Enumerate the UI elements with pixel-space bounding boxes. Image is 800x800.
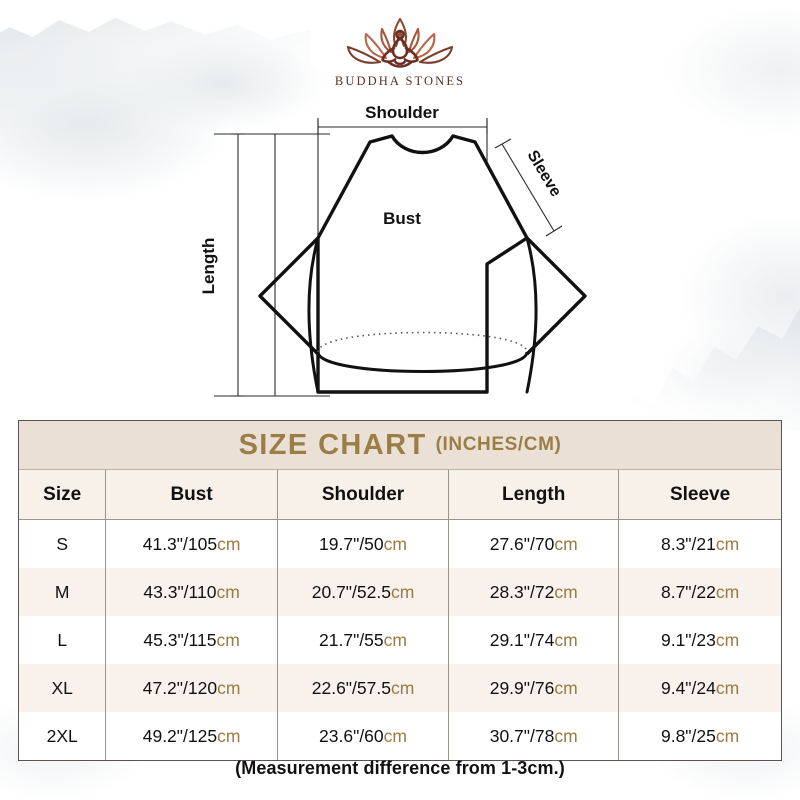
unit-cm: cm <box>554 629 578 650</box>
column-header-shoulder: Shoulder <box>277 470 450 520</box>
cell-sleeve: 8.3"/21cm <box>618 519 781 568</box>
cell-bust: 49.2"/125cm <box>105 712 278 760</box>
table-row: M 43.3"/110cm 20.7"/52.5cm 28.3"/72cm 8.… <box>19 568 781 616</box>
value-inches: 29.9"/76 <box>489 677 555 698</box>
value-inches: 8.7"/22 <box>660 581 716 602</box>
cell-length: 29.9"/76cm <box>448 664 620 712</box>
cell-bust: 45.3"/115cm <box>105 616 278 664</box>
table-row: S 41.3"/105cm 19.7"/50cm 27.6"/70cm 8.3"… <box>19 519 781 568</box>
unit-cm: cm <box>383 725 407 746</box>
cell-length: 29.1"/74cm <box>448 616 620 664</box>
column-header-length: Length <box>448 470 620 520</box>
value-inches: 21.7"/55 <box>319 629 384 650</box>
cell-sleeve: 9.1"/23cm <box>618 616 781 664</box>
cell-length: 30.7"/78cm <box>448 712 620 760</box>
unit-cm: cm <box>554 533 578 554</box>
value-inches: 9.8"/25 <box>660 725 716 746</box>
diagram-label-length: Length <box>199 238 218 295</box>
cell-size: L <box>19 616 107 664</box>
unit-cm: cm <box>216 581 240 602</box>
cell-shoulder: 19.7"/50cm <box>277 519 450 568</box>
unit-cm: cm <box>715 581 740 602</box>
unit-cm: cm <box>217 533 241 554</box>
value-inches: 27.6"/70 <box>489 533 555 554</box>
table-row: L 45.3"/115cm 21.7"/55cm 29.1"/74cm 9.1"… <box>19 616 781 664</box>
cell-bust: 43.3"/110cm <box>105 568 278 616</box>
cell-sleeve: 9.4"/24cm <box>618 664 781 712</box>
table-header-row: Size Bust Shoulder Length Sleeve <box>19 470 781 520</box>
unit-cm: cm <box>715 725 740 746</box>
value-inches: 30.7"/78 <box>489 725 555 746</box>
unit-cm: cm <box>715 533 740 554</box>
cell-shoulder: 22.6"/57.5cm <box>277 664 450 712</box>
diagram-label-sleeve: Sleeve <box>524 148 565 200</box>
unit-cm: cm <box>390 581 415 602</box>
column-header-size: Size <box>19 470 107 520</box>
unit-cm: cm <box>383 629 407 650</box>
cell-bust: 41.3"/105cm <box>105 519 278 568</box>
cell-length: 27.6"/70cm <box>448 519 620 568</box>
value-inches: 28.3"/72 <box>489 581 555 602</box>
cell-size: M <box>19 568 107 616</box>
cell-size: 2XL <box>19 712 107 760</box>
value-inches: 41.3"/105 <box>142 533 218 554</box>
brand-logo: BUDDHA STONES <box>0 12 800 89</box>
value-inches: 49.2"/125 <box>142 725 218 746</box>
measurement-footnote: (Measurement difference from 1-3cm.) <box>235 758 565 778</box>
value-inches: 22.6"/57.5 <box>311 677 391 698</box>
collar-curve <box>390 134 455 154</box>
table-row: 2XL 49.2"/125cm 23.6"/60cm 30.7"/78cm 9.… <box>19 712 781 760</box>
value-inches: 29.1"/74 <box>489 629 555 650</box>
cell-bust: 47.2"/120cm <box>105 664 278 712</box>
cell-sleeve: 9.8"/25cm <box>618 712 781 760</box>
unit-cm: cm <box>554 581 578 602</box>
unit-cm: cm <box>217 725 241 746</box>
value-inches: 9.1"/23 <box>660 629 716 650</box>
unit-cm: cm <box>554 725 578 746</box>
unit-cm: cm <box>216 629 240 650</box>
tshirt-measurement-diagram: Shoulder Bust Length Sleeve <box>199 103 587 397</box>
value-inches: 47.2"/120 <box>142 677 218 698</box>
cell-sleeve: 8.7"/22cm <box>618 568 781 616</box>
value-inches: 19.7"/50 <box>319 533 384 554</box>
cell-shoulder: 20.7"/52.5cm <box>277 568 450 616</box>
unit-cm: cm <box>715 677 740 698</box>
size-chart-title: SIZE CHART <box>238 428 427 461</box>
cell-shoulder: 21.7"/55cm <box>277 616 450 664</box>
right-sleeve-hem <box>525 236 587 356</box>
value-inches: 43.3"/110 <box>143 581 217 602</box>
left-armhole-seam <box>307 236 320 394</box>
diagram-label-shoulder: Shoulder <box>365 103 439 122</box>
diagram-label-bust: Bust <box>383 209 421 228</box>
value-inches: 23.6"/60 <box>319 725 384 746</box>
right-armhole-seam <box>525 236 538 394</box>
unit-cm: cm <box>390 677 415 698</box>
brand-name: BUDDHA STONES <box>334 74 466 88</box>
value-inches: 9.4"/24 <box>660 677 716 698</box>
column-header-sleeve: Sleeve <box>618 470 781 520</box>
unit-cm: cm <box>383 533 407 554</box>
size-chart-units-label: (INCHES/CM) <box>435 434 562 455</box>
value-inches: 45.3"/115 <box>143 629 217 650</box>
unit-cm: cm <box>554 677 578 698</box>
left-sleeve-hem <box>258 236 320 356</box>
column-header-bust: Bust <box>105 470 278 520</box>
size-chart-table: Size Bust Shoulder Length Sleeve S 41.3"… <box>19 470 781 760</box>
bust-line-front <box>316 351 529 373</box>
unit-cm: cm <box>715 629 740 650</box>
table-row: XL 47.2"/120cm 22.6"/57.5cm 29.9"/76cm 9… <box>19 664 781 712</box>
size-chart-card: SIZE CHART (INCHES/CM) Size Bust Shoulde… <box>18 420 782 761</box>
cell-length: 28.3"/72cm <box>448 568 620 616</box>
lotus-meditation-icon <box>346 17 454 68</box>
cell-size: S <box>19 519 107 568</box>
value-inches: 8.3"/21 <box>660 533 716 554</box>
cell-shoulder: 23.6"/60cm <box>277 712 450 760</box>
unit-cm: cm <box>217 677 241 698</box>
size-chart-title-bar: SIZE CHART (INCHES/CM) <box>19 421 781 470</box>
cell-size: XL <box>19 664 107 712</box>
value-inches: 20.7"/52.5 <box>311 581 391 602</box>
